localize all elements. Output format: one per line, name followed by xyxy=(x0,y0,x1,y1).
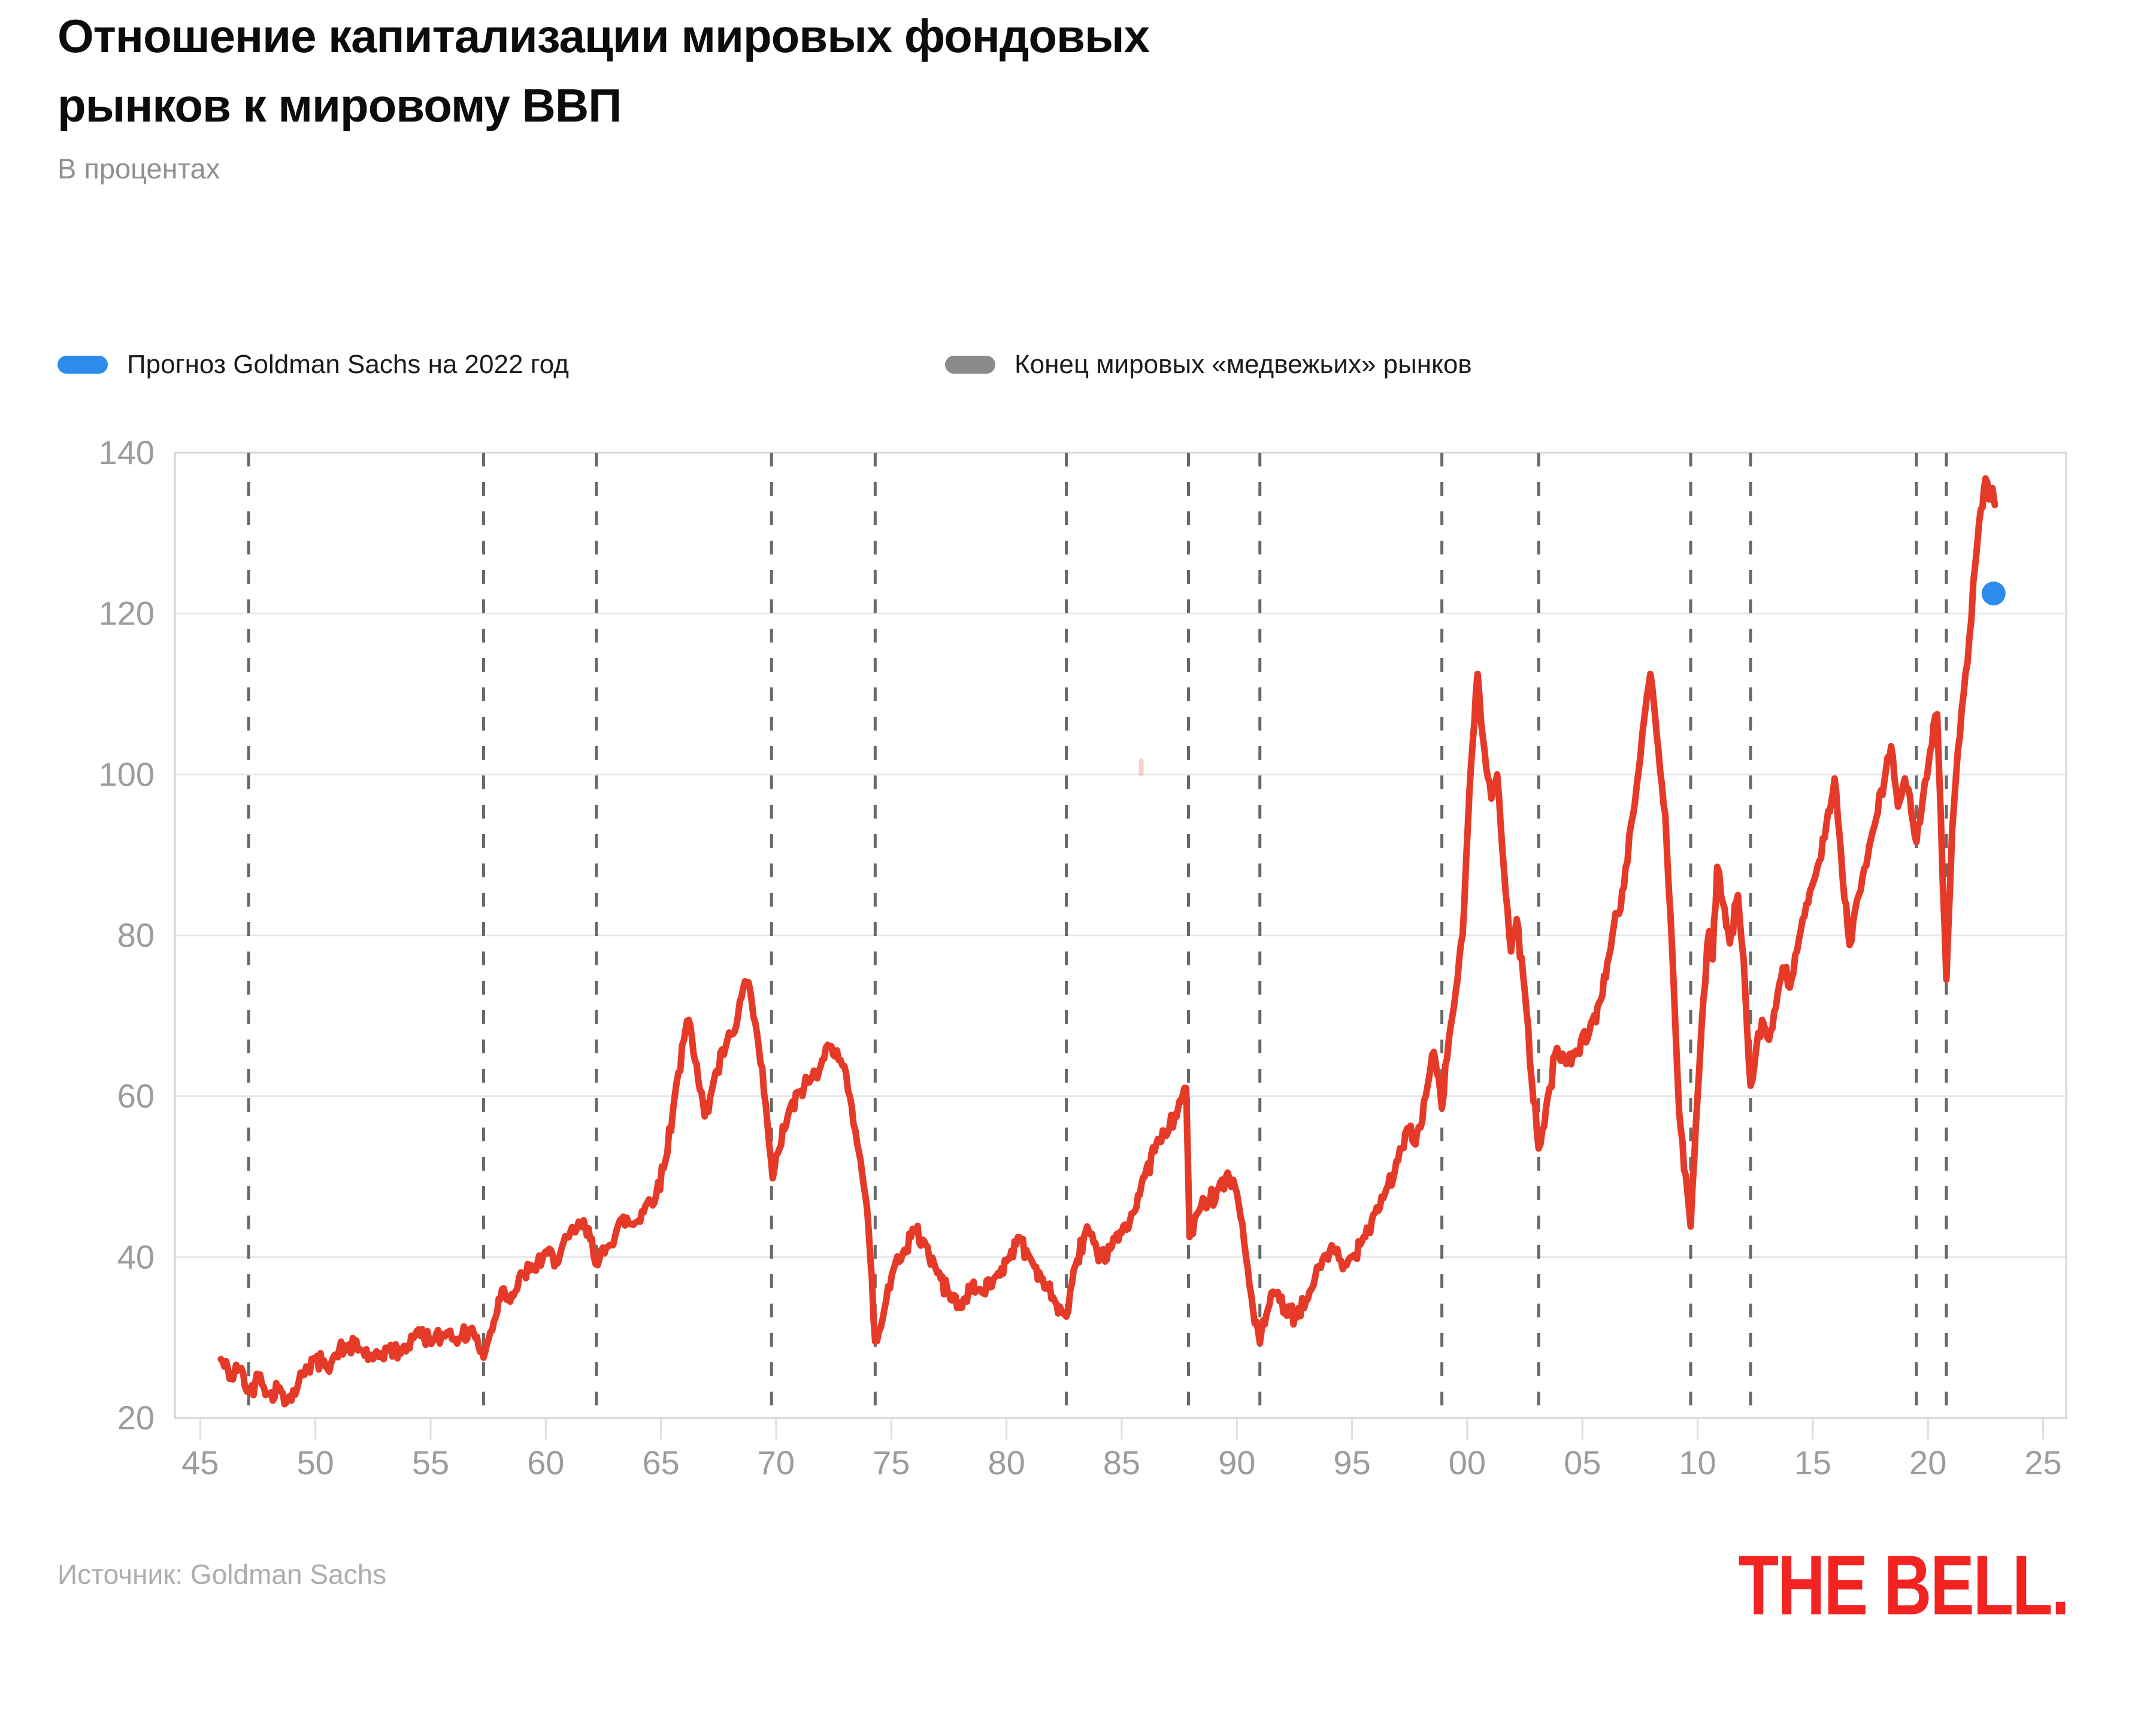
svg-text:65: 65 xyxy=(642,1444,679,1481)
page-title-line1: Отношение капитализации мировых фондовых xyxy=(57,10,1150,62)
svg-text:15: 15 xyxy=(1794,1444,1831,1481)
x-tick-marks xyxy=(199,1418,2045,1440)
svg-text:70: 70 xyxy=(758,1444,795,1481)
source-note: Источник: Goldman Sachs xyxy=(57,1559,387,1590)
market-cap-line xyxy=(217,475,1998,1408)
the-bell-logo: THE BELL. xyxy=(1738,1538,2070,1633)
svg-text:55: 55 xyxy=(412,1444,449,1481)
plot-border xyxy=(174,452,2067,1419)
svg-text:140: 140 xyxy=(99,434,155,471)
svg-text:60: 60 xyxy=(117,1077,155,1115)
svg-text:50: 50 xyxy=(296,1444,334,1481)
svg-text:95: 95 xyxy=(1333,1444,1370,1481)
svg-text:40: 40 xyxy=(117,1238,155,1275)
svg-text:20: 20 xyxy=(1909,1444,1946,1481)
y-axis-labels: 20 40 60 80 100 120 140 xyxy=(99,434,155,1437)
legend-label-forecast: Прогноз Goldman Sachs на 2022 год xyxy=(127,350,569,379)
svg-text:100: 100 xyxy=(99,755,155,793)
page-title: Отношение капитализации мировых фондовых… xyxy=(57,1,1150,140)
legend-item-bear-markets: Конец мировых «медвежьих» рынков xyxy=(945,350,1472,379)
chart-subtitle: В процентах xyxy=(57,153,220,184)
x-axis-labels: 45 50 55 60 65 70 75 80 85 90 95 00 05 10 15 20 25 xyxy=(181,1444,2062,1481)
svg-text:60: 60 xyxy=(527,1444,564,1481)
page-title-line2: рынков к мировому ВВП xyxy=(57,79,622,132)
svg-text:00: 00 xyxy=(1449,1444,1486,1481)
svg-text:85: 85 xyxy=(1103,1444,1140,1481)
svg-text:25: 25 xyxy=(2024,1444,2061,1481)
svg-text:10: 10 xyxy=(1679,1444,1716,1481)
svg-text:20: 20 xyxy=(117,1399,155,1437)
svg-text:05: 05 xyxy=(1564,1444,1601,1481)
forecast-line-swatch xyxy=(57,356,108,374)
chart-legend: Прогноз Goldman Sachs на 2022 год Конец … xyxy=(57,350,1472,379)
legend-item-forecast: Прогноз Goldman Sachs на 2022 год xyxy=(57,350,945,379)
svg-text:120: 120 xyxy=(99,595,155,632)
y-gridlines xyxy=(175,613,2066,1258)
svg-text:90: 90 xyxy=(1218,1444,1255,1481)
svg-text:80: 80 xyxy=(117,916,155,954)
forecast-dot xyxy=(1981,581,2006,606)
bear-market-line-swatch xyxy=(945,356,995,374)
svg-text:45: 45 xyxy=(181,1444,219,1481)
svg-text:75: 75 xyxy=(873,1444,910,1481)
svg-text:80: 80 xyxy=(988,1444,1025,1481)
bear-market-end-lines xyxy=(247,453,1948,1418)
legend-label-bear-markets: Конец мировых «медвежьих» рынков xyxy=(1015,350,1472,379)
